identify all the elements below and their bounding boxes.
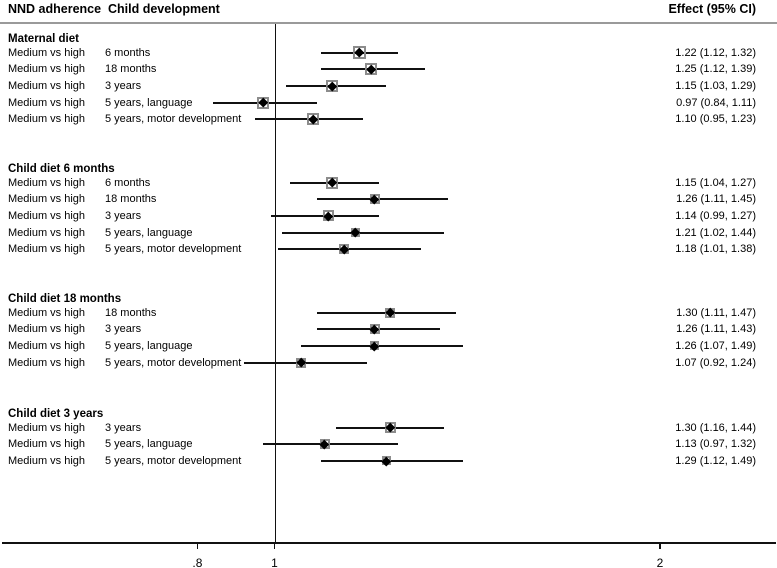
row-outcome-label: 3 years [105, 421, 142, 434]
row-comparison-label: Medium vs high [8, 176, 86, 189]
row-outcome-label: 5 years, motor development [105, 113, 242, 126]
weight-box-marker [326, 176, 339, 189]
weight-box-marker [352, 46, 366, 59]
row-effect-value: 1.07 (0.92, 1.24) [675, 356, 756, 369]
row-comparison-label: Medium vs high [8, 421, 86, 434]
x-axis-tick [659, 543, 661, 549]
row-comparison-label: Medium vs high [8, 79, 86, 92]
row-comparison-label: Medium vs high [8, 339, 86, 352]
confidence-interval-line [320, 459, 464, 462]
row-effect-value: 1.13 (0.97, 1.32) [675, 438, 756, 451]
row-comparison-label: Medium vs high [8, 63, 86, 76]
row-effect-value: 0.97 (0.84, 1.11) [676, 96, 756, 109]
row-comparison-label: Medium vs high [8, 46, 86, 59]
row-comparison-label: Medium vs high [8, 193, 86, 206]
x-axis-tick-label: .8 [192, 556, 203, 568]
row-comparison-label: Medium vs high [8, 209, 86, 222]
row-comparison-label: Medium vs high [8, 438, 86, 451]
row-outcome-label: 6 months [105, 46, 151, 59]
group-label: Maternal diet [8, 33, 79, 45]
confidence-interval-line [282, 231, 445, 234]
row-comparison-label: Medium vs high [8, 226, 86, 239]
weight-box-marker [256, 96, 269, 109]
row-outcome-label: 5 years, language [105, 339, 193, 352]
row-outcome-label: 5 years, motor development [105, 243, 242, 256]
row-effect-value: 1.26 (1.11, 1.43) [676, 323, 756, 336]
confidence-interval-line [278, 248, 421, 251]
weight-box-marker [307, 113, 320, 126]
row-effect-value: 1.30 (1.11, 1.47) [676, 306, 756, 319]
header-divider-rule [0, 22, 777, 24]
row-outcome-label: 5 years, motor development [105, 356, 242, 369]
row-effect-value: 1.26 (1.07, 1.49) [675, 339, 756, 352]
row-effect-value: 1.21 (1.02, 1.44) [675, 226, 756, 239]
row-effect-value: 1.29 (1.12, 1.49) [675, 454, 756, 467]
confidence-interval-line [301, 344, 464, 347]
row-outcome-label: 3 years [105, 79, 142, 92]
row-outcome-label: 6 months [105, 176, 151, 189]
row-comparison-label: Medium vs high [8, 243, 86, 256]
x-axis-tick [273, 543, 276, 549]
row-outcome-label: 5 years, language [105, 96, 193, 109]
x-axis-tick-label: 1 [271, 556, 278, 568]
row-outcome-label: 18 months [105, 63, 157, 76]
row-effect-value: 1.14 (0.99, 1.27) [675, 209, 756, 222]
row-effect-value: 1.26 (1.11, 1.45) [676, 193, 756, 206]
x-axis-tick-label: 2 [656, 556, 664, 568]
row-effect-value: 1.10 (0.95, 1.23) [675, 113, 756, 126]
row-outcome-label: 18 months [105, 193, 157, 206]
weight-box-marker [364, 63, 377, 76]
confidence-interval-line [316, 198, 448, 201]
row-effect-value: 1.18 (1.01, 1.38) [675, 243, 756, 256]
group-label: Child diet 18 months [8, 293, 122, 305]
row-outcome-label: 5 years, language [105, 226, 193, 239]
x-axis-line [2, 542, 776, 544]
row-outcome-label: 3 years [105, 209, 142, 222]
row-comparison-label: Medium vs high [8, 113, 86, 126]
x-axis-tick [196, 543, 199, 549]
group-label: Child diet 6 months [8, 163, 115, 175]
weight-box-marker [326, 79, 339, 92]
column-header-effect-ci: Effect (95% CI) [668, 2, 756, 16]
row-effect-value: 1.15 (1.03, 1.29) [675, 79, 756, 92]
row-comparison-label: Medium vs high [8, 323, 86, 336]
column-header-nnd-adherence: NND adherence [8, 2, 102, 16]
row-comparison-label: Medium vs high [8, 306, 86, 319]
row-comparison-label: Medium vs high [8, 356, 86, 369]
row-effect-value: 1.25 (1.12, 1.39) [675, 63, 756, 76]
row-outcome-label: 5 years, language [105, 438, 193, 451]
row-outcome-label: 5 years, motor development [105, 454, 242, 467]
row-outcome-label: 18 months [105, 306, 157, 319]
row-comparison-label: Medium vs high [8, 96, 86, 109]
row-comparison-label: Medium vs high [8, 454, 86, 467]
group-label: Child diet 3 years [8, 408, 104, 420]
row-outcome-label: 3 years [105, 323, 142, 336]
row-effect-value: 1.30 (1.16, 1.44) [675, 421, 756, 434]
column-header-child-development: Child development [108, 2, 220, 16]
row-effect-value: 1.22 (1.12, 1.32) [675, 46, 756, 59]
reference-line-at-1 [274, 24, 276, 542]
row-effect-value: 1.15 (1.04, 1.27) [675, 176, 756, 189]
confidence-interval-line [262, 443, 398, 446]
